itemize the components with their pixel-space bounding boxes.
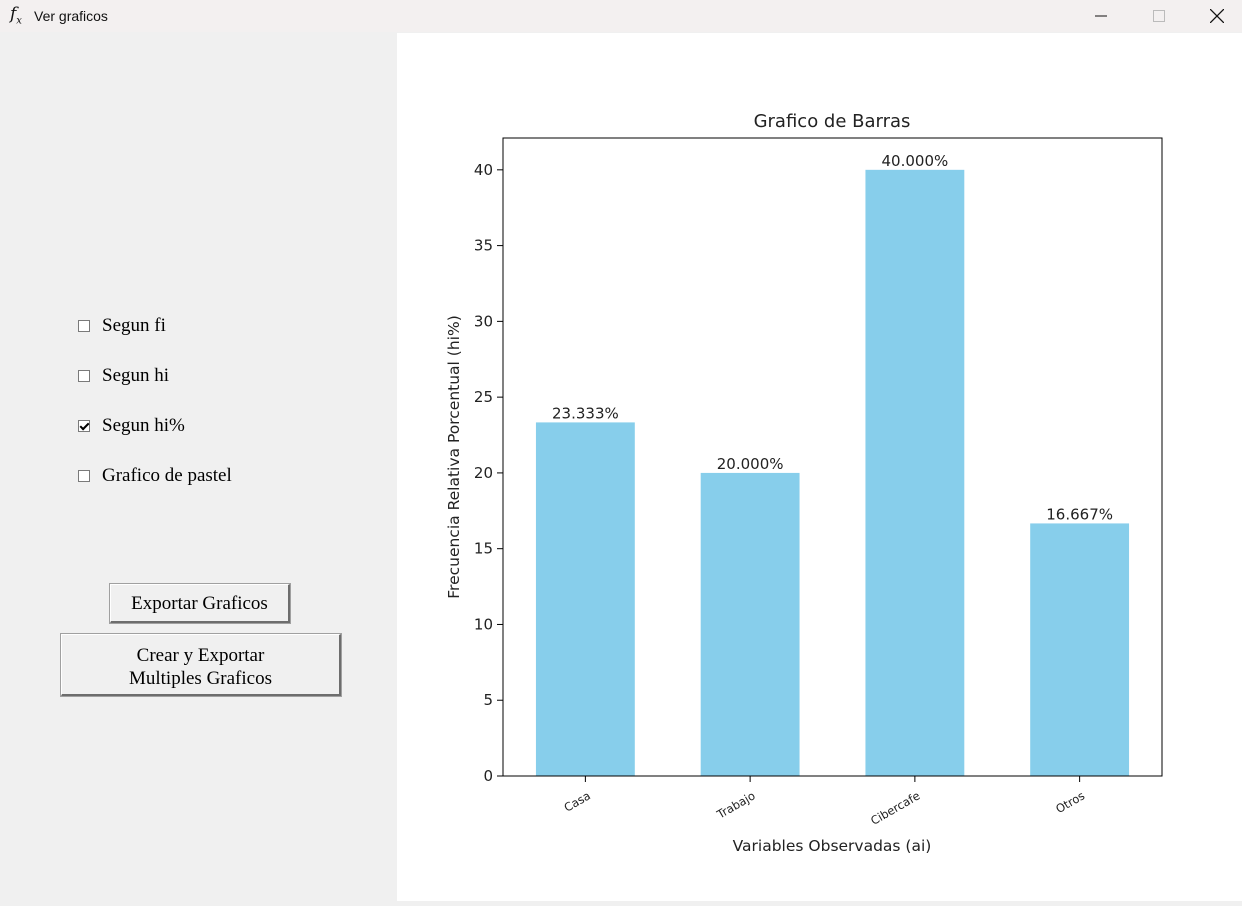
export-charts-button[interactable]: Exportar Graficos [110, 584, 290, 623]
option-label: Segun hi% [102, 415, 185, 437]
maximize-icon [1153, 10, 1165, 22]
y-axis-label: Frecuencia Relativa Porcentual (hi%) [445, 315, 463, 599]
bar [701, 473, 800, 776]
close-button[interactable] [1188, 0, 1242, 32]
x-tick-label: Casa [562, 788, 593, 814]
y-tick-label: 15 [474, 540, 493, 558]
bar-value-label: 20.000% [717, 455, 784, 473]
y-tick-label: 40 [474, 161, 493, 179]
window-title: Ver graficos [34, 8, 108, 24]
x-tick-label: Otros [1053, 788, 1087, 816]
y-tick-label: 30 [474, 312, 493, 330]
x-axis: Casa Trabajo Cibercafe Otros [562, 776, 1088, 828]
y-axis: 0 5 10 15 20 25 30 35 40 [474, 161, 503, 785]
option-label: Segun hi [102, 365, 169, 387]
minimize-icon [1095, 10, 1107, 22]
bar-value-label: 16.667% [1046, 505, 1113, 523]
y-tick-label: 25 [474, 388, 493, 406]
bar [1030, 523, 1129, 776]
close-icon [1210, 9, 1224, 23]
option-segun-hi[interactable]: Segun hi [78, 365, 169, 387]
options-panel: Segun fi Segun hi Segun hi% Grafico de p… [0, 33, 397, 901]
create-export-multiple-button[interactable]: Crear y Exportar Multiples Graficos [61, 634, 341, 696]
checkbox[interactable] [78, 370, 90, 382]
option-label: Grafico de pastel [102, 465, 232, 487]
maximize-button[interactable] [1130, 0, 1188, 32]
option-segun-hi-percent[interactable]: Segun hi% [78, 415, 185, 437]
y-tick-label: 0 [483, 767, 493, 785]
bar [865, 170, 964, 776]
y-tick-label: 10 [474, 615, 493, 633]
x-tick-label: Trabajo [714, 788, 758, 821]
x-axis-label: Variables Observadas (ai) [733, 837, 932, 855]
option-label: Segun fi [102, 315, 166, 337]
bar [536, 422, 635, 776]
bars: 23.333% 20.000% 40.000% 16.667% [536, 152, 1129, 776]
option-grafico-de-pastel[interactable]: Grafico de pastel [78, 465, 232, 487]
chart-canvas: Grafico de Barras 0 5 10 15 20 25 30 35 40 23.33… [397, 33, 1242, 901]
checkbox[interactable] [78, 470, 90, 482]
y-tick-label: 35 [474, 237, 493, 255]
minimize-button[interactable] [1072, 0, 1130, 32]
bar-value-label: 40.000% [882, 152, 949, 170]
bar-value-label: 23.333% [552, 404, 619, 422]
bar-chart: Grafico de Barras 0 5 10 15 20 25 30 35 40 23.33… [397, 33, 1242, 901]
y-tick-label: 5 [483, 691, 493, 709]
x-tick-label: Cibercafe [868, 788, 922, 827]
chart-title: Grafico de Barras [754, 111, 911, 132]
checkbox[interactable] [78, 320, 90, 332]
y-tick-label: 20 [474, 464, 493, 482]
button-label-line2: Multiples Graficos [62, 667, 339, 690]
button-label-line1: Crear y Exportar [62, 644, 339, 667]
title-bar: fx Ver graficos [0, 0, 1242, 32]
checkbox-checked[interactable] [78, 420, 90, 432]
option-segun-fi[interactable]: Segun fi [78, 315, 166, 337]
function-fx-icon: fx [10, 4, 22, 31]
